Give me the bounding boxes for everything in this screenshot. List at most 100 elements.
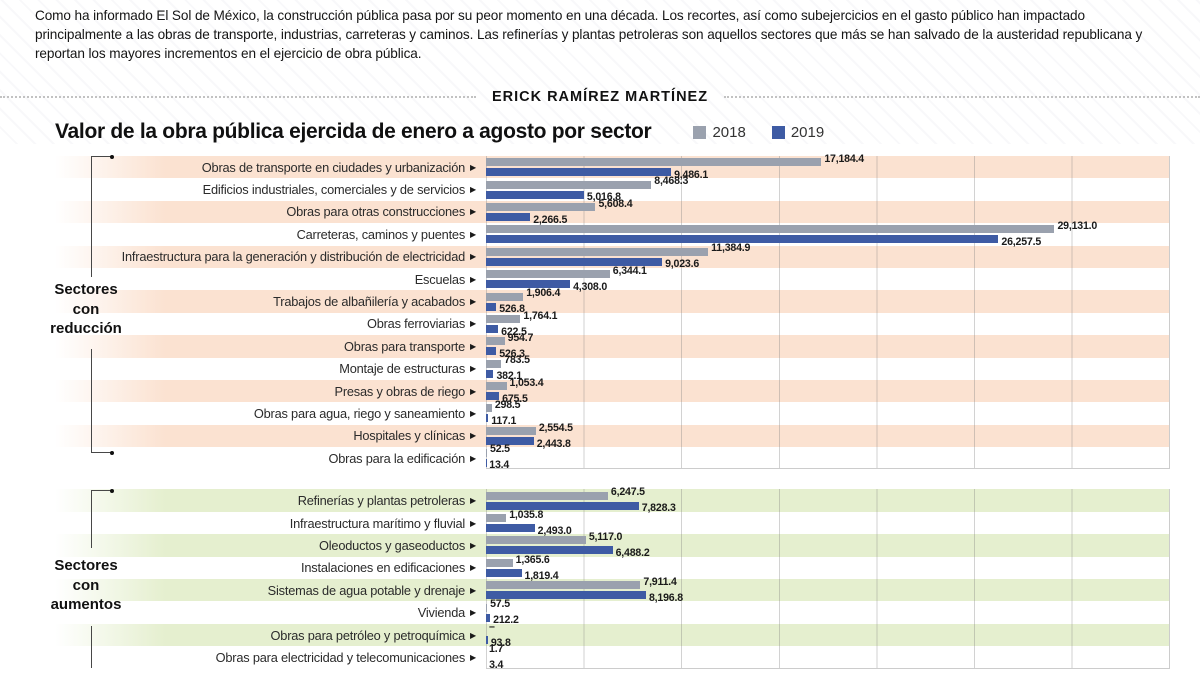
bar-2019 bbox=[486, 501, 639, 510]
sector-name: Oleoductos y gaseoductos bbox=[319, 537, 466, 553]
legend-item-2019: 2019 bbox=[771, 124, 824, 141]
bar-2018 bbox=[486, 292, 524, 301]
arrow-right-icon: ▶ bbox=[470, 496, 476, 506]
bar-line-2019: 4,308.0 bbox=[486, 280, 1169, 292]
bracket-tick bbox=[91, 156, 112, 157]
chart-row: Obras para petróleo y petroquímica ▶ – 9… bbox=[0, 622, 1170, 649]
sector-name: Obras para la edificación bbox=[328, 450, 466, 466]
value-2019: 4,308.0 bbox=[573, 280, 608, 293]
bracket-line bbox=[91, 349, 92, 453]
chart-row: Vivienda ▶ 57.5 212.2 bbox=[0, 599, 1170, 627]
bar-line-2018: 57.5 bbox=[486, 599, 1169, 612]
legend-label-2018: 2018 bbox=[712, 123, 746, 141]
bar-line-2018: 52.5 bbox=[486, 444, 1169, 457]
value-2018: 1.7 bbox=[489, 642, 504, 655]
sector-name: Obras para otras construcciones bbox=[286, 204, 466, 220]
value-2019: 3.4 bbox=[489, 658, 504, 671]
chart-row: Instalaciones en edificaciones ▶ 1,365.6… bbox=[0, 553, 1170, 581]
arrow-right-icon: ▶ bbox=[470, 319, 476, 329]
row-label: Sistemas de agua potable y drenaje ▶ bbox=[0, 579, 477, 601]
row-plot: 1,906.4 526.8 bbox=[486, 288, 1170, 316]
sector-name: Obras para electricidad y telecomunicaci… bbox=[215, 649, 466, 665]
value-2019: 26,257.5 bbox=[1001, 236, 1042, 249]
sector-name: Refinerías y plantas petroleras bbox=[297, 493, 466, 509]
sector-name: Montaje de estructuras bbox=[339, 361, 466, 377]
bar-line-2019: 1,819.4 bbox=[486, 568, 1169, 581]
sector-name: Sistemas de agua potable y drenaje bbox=[267, 582, 466, 598]
row-label: Obras para transporte ▶ bbox=[0, 335, 476, 357]
chart-row: Edificios industriales, comerciales y de… bbox=[0, 175, 1170, 202]
value-2019: 8,196.8 bbox=[648, 591, 683, 604]
arrow-right-icon: ▶ bbox=[470, 297, 476, 307]
bar-2019 bbox=[486, 636, 488, 644]
value-2019: 2,493.0 bbox=[537, 524, 572, 537]
value-2018: 1,053.4 bbox=[509, 376, 544, 389]
arrow-right-icon: ▶ bbox=[470, 274, 476, 284]
bar-2019 bbox=[486, 257, 663, 266]
chart-row: Obras de transporte en ciudades y urbani… bbox=[0, 154, 1170, 180]
row-label: Obras para la edificación ▶ bbox=[0, 447, 476, 469]
arrow-right-icon: ▶ bbox=[470, 585, 476, 595]
bar-2019 bbox=[486, 190, 584, 199]
bar-chart: Obras de transporte en ciudades y urbani… bbox=[0, 154, 1200, 670]
value-2018: 1,365.6 bbox=[515, 553, 550, 566]
value-2019: 93.8 bbox=[490, 636, 511, 649]
bar-line-2018: 5,117.0 bbox=[486, 532, 1169, 545]
bar-line-2018: 1,053.4 bbox=[486, 378, 1169, 391]
chart-row: Carreteras, caminos y puentes ▶ 29,131.0… bbox=[0, 221, 1170, 249]
chart-row: Obras ferroviarias ▶ 1,764.1 622.5 bbox=[0, 309, 1170, 337]
arrow-right-icon: ▶ bbox=[470, 630, 476, 640]
row-plot: 1.7 3.4 bbox=[486, 642, 1170, 670]
legend-item-2018: 2018 bbox=[693, 123, 746, 141]
arrow-right-icon: ▶ bbox=[470, 386, 476, 396]
value-2019: 382.1 bbox=[496, 370, 522, 383]
value-2019: 526.8 bbox=[499, 303, 525, 316]
bar-line-2019: 2,266.5 bbox=[486, 212, 1169, 225]
row-label: Instalaciones en edificaciones ▶ bbox=[0, 557, 476, 579]
row-plot: 783.5 382.1 bbox=[486, 355, 1170, 383]
value-2019: 212.2 bbox=[493, 614, 519, 627]
bar-2018 bbox=[486, 247, 709, 256]
bar-2019 bbox=[486, 568, 522, 577]
bar-2018 bbox=[486, 359, 502, 368]
value-2018: 1,764.1 bbox=[523, 309, 558, 322]
row-label: Presas y obras de riego ▶ bbox=[0, 380, 476, 402]
legend-swatch-2018 bbox=[693, 125, 707, 139]
chart-row: Infraestructura para la generación y dis… bbox=[0, 243, 1170, 270]
bar-2018 bbox=[486, 536, 586, 545]
byline: ERICK RAMÍREZ MARTÍNEZ bbox=[491, 89, 709, 105]
value-2019: 9,023.6 bbox=[665, 258, 700, 271]
bar-2018 bbox=[486, 225, 1055, 234]
row-plot: 11,384.9 9,023.6 bbox=[486, 243, 1170, 270]
chart-row: Montaje de estructuras ▶ 783.5 382.1 bbox=[0, 355, 1170, 383]
value-2018: 8,468.3 bbox=[654, 175, 689, 188]
value-2019: 117.1 bbox=[491, 415, 517, 428]
bar-2018 bbox=[486, 514, 507, 523]
title-row: Valor de la obra pública ejercida de ene… bbox=[55, 120, 1200, 144]
bar-2018 bbox=[486, 603, 488, 612]
arrow-right-icon: ▶ bbox=[470, 252, 476, 262]
bar-line-2019: 2,493.0 bbox=[486, 524, 1169, 536]
row-plot: 17,184.4 9,486.1 bbox=[486, 154, 1170, 180]
chart-row: Trabajos de albañilería y acabados ▶ 1,9… bbox=[0, 288, 1170, 316]
bar-2018 bbox=[486, 426, 536, 435]
bar-line-2019: 675.5 bbox=[486, 392, 1169, 404]
bar-2018 bbox=[486, 581, 641, 590]
bar-2019 bbox=[486, 302, 497, 311]
arrow-right-icon: ▶ bbox=[470, 518, 476, 528]
bar-line-2018: – bbox=[486, 622, 1169, 634]
row-plot: 954.7 526.3 bbox=[486, 333, 1170, 359]
row-plot: 298.5 117.1 bbox=[486, 400, 1170, 428]
chart-row: Presas y obras de riego ▶ 1,053.4 675.5 bbox=[0, 378, 1170, 404]
sector-name: Obras para transporte bbox=[344, 338, 466, 354]
value-2018: 5,117.0 bbox=[588, 531, 623, 544]
row-label: Refinerías y plantas petroleras ▶ bbox=[0, 489, 477, 511]
bar-line-2019: 7,828.3 bbox=[486, 501, 1169, 513]
bracket-dot bbox=[110, 154, 114, 159]
bracket-line bbox=[91, 490, 92, 548]
bar-line-2019: 3.4 bbox=[486, 657, 1169, 670]
arrow-right-icon: ▶ bbox=[470, 453, 476, 463]
bar-line-2019: 9,023.6 bbox=[486, 257, 1169, 270]
bar-2019 bbox=[486, 347, 497, 356]
row-plot: 6,344.1 4,308.0 bbox=[486, 266, 1170, 292]
